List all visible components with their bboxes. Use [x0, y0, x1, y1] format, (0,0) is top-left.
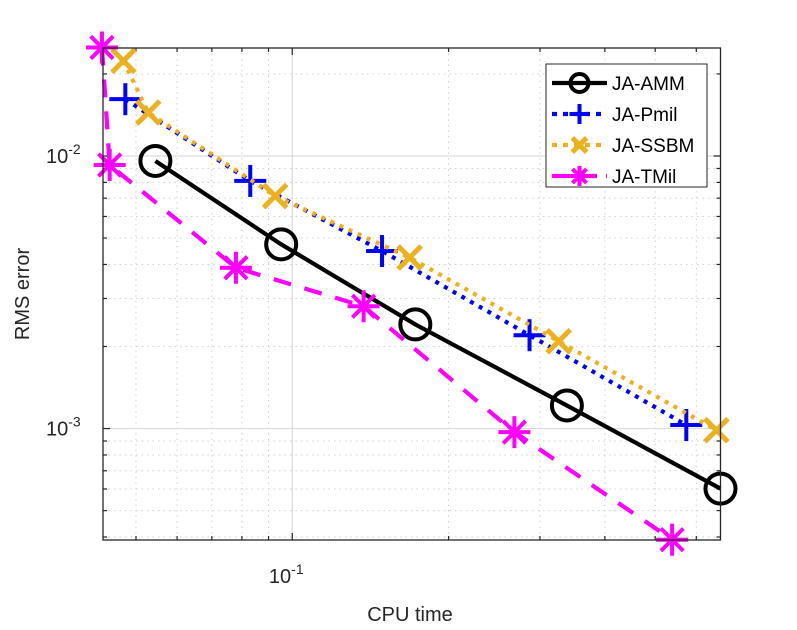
series-line-ja-ssbm	[121, 59, 718, 433]
data-point-ja-ssbm	[703, 416, 730, 444]
data-point-ja-pmil	[670, 409, 703, 442]
marker-stroke	[703, 416, 730, 444]
series-ja-ssbm	[110, 47, 730, 444]
data-point-ja-tmil	[219, 251, 252, 284]
marker-stroke	[350, 293, 377, 319]
y-tick-labels: 10-2 10-3	[46, 141, 81, 441]
marker-stroke	[223, 255, 249, 281]
legend-label-ja-tmil: JA-TMil	[612, 167, 676, 188]
marker-stroke	[501, 419, 528, 445]
axis-ticks	[103, 48, 721, 540]
legend-item-ja-ssbm: JA-SSBM	[552, 136, 694, 157]
data-point-ja-ssbm	[545, 327, 573, 355]
legend-item-ja-pmil: JA-Pmil	[552, 104, 677, 126]
data-point-ja-pmil	[109, 83, 142, 116]
data-point-ja-tmil	[347, 290, 380, 323]
y-tick-label: 10-2	[46, 141, 81, 168]
marker-stroke	[134, 99, 162, 126]
legend-marker-ja-pmil	[569, 104, 590, 124]
data-point-ja-tmil	[498, 416, 531, 449]
marker-stroke	[261, 182, 289, 210]
data-point-ja-amm	[264, 227, 299, 262]
data-point-ja-tmil	[93, 148, 126, 181]
legend-label-ja-ssbm: JA-SSBM	[612, 136, 694, 157]
legend-item-ja-amm: JA-AMM	[552, 72, 685, 95]
marker-stroke	[89, 34, 115, 61]
marker-stroke	[571, 167, 588, 185]
legend-label-ja-amm: JA-AMM	[612, 74, 685, 95]
series-ja-pmil	[109, 83, 703, 442]
marker-stroke	[396, 244, 423, 271]
x-tick-label: 10-1	[269, 561, 304, 588]
data-point-ja-amm	[138, 143, 173, 178]
series-line-ja-tmil	[99, 47, 674, 542]
series-line-ja-amm	[154, 159, 722, 491]
data-point-ja-amm	[398, 307, 433, 342]
marker-stroke	[97, 152, 123, 178]
legend-label-ja-pmil: JA-Pmil	[612, 105, 677, 126]
data-point-ja-ssbm	[110, 47, 137, 75]
y-axis-label: RMS error	[12, 248, 34, 341]
marker-stroke	[545, 327, 573, 355]
x-axis-label: CPU time	[367, 604, 453, 626]
legend-marker-ja-tmil	[569, 166, 590, 186]
legend-marker-ja-amm	[568, 72, 591, 94]
y-tick-label: 10-3	[46, 414, 81, 441]
data-point-ja-ssbm	[134, 99, 162, 126]
legend-marker-ja-ssbm	[570, 136, 589, 154]
marker-stroke	[110, 47, 137, 75]
data-point-ja-pmil	[513, 319, 546, 352]
data-point-ja-ssbm	[396, 244, 423, 271]
legend: JA-AMM JA-Pmil JA-SSBM JA-TMil	[545, 63, 708, 188]
marker-stroke	[570, 136, 589, 154]
x-tick-labels: 10-1	[269, 561, 304, 588]
axes-box	[102, 47, 722, 541]
data-point-ja-ssbm	[261, 182, 289, 210]
legend-item-ja-tmil: JA-TMil	[552, 166, 676, 188]
data-point-ja-pmil	[366, 235, 399, 268]
data-point-ja-amm	[549, 388, 584, 423]
